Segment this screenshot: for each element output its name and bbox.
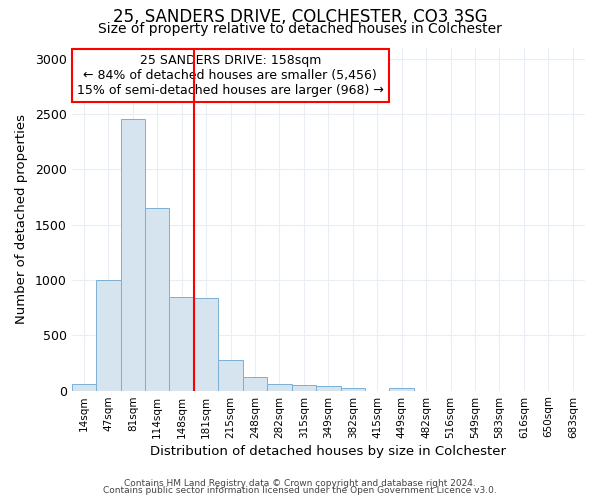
Bar bbox=[169, 296, 194, 390]
X-axis label: Distribution of detached houses by size in Colchester: Distribution of detached houses by size … bbox=[151, 444, 506, 458]
Text: 25 SANDERS DRIVE: 158sqm
← 84% of detached houses are smaller (5,456)
15% of sem: 25 SANDERS DRIVE: 158sqm ← 84% of detach… bbox=[77, 54, 383, 98]
Bar bbox=[71, 384, 96, 390]
Bar bbox=[145, 208, 169, 390]
Bar bbox=[292, 385, 316, 390]
Bar bbox=[267, 384, 292, 390]
Bar bbox=[121, 120, 145, 390]
Y-axis label: Number of detached properties: Number of detached properties bbox=[15, 114, 28, 324]
Text: Size of property relative to detached houses in Colchester: Size of property relative to detached ho… bbox=[98, 22, 502, 36]
Bar bbox=[316, 386, 341, 390]
Bar bbox=[389, 388, 414, 390]
Bar bbox=[243, 378, 267, 390]
Text: Contains public sector information licensed under the Open Government Licence v3: Contains public sector information licen… bbox=[103, 486, 497, 495]
Bar bbox=[194, 298, 218, 390]
Bar bbox=[341, 388, 365, 390]
Text: 25, SANDERS DRIVE, COLCHESTER, CO3 3SG: 25, SANDERS DRIVE, COLCHESTER, CO3 3SG bbox=[113, 8, 487, 26]
Bar bbox=[218, 360, 243, 390]
Bar bbox=[96, 280, 121, 390]
Text: Contains HM Land Registry data © Crown copyright and database right 2024.: Contains HM Land Registry data © Crown c… bbox=[124, 478, 476, 488]
